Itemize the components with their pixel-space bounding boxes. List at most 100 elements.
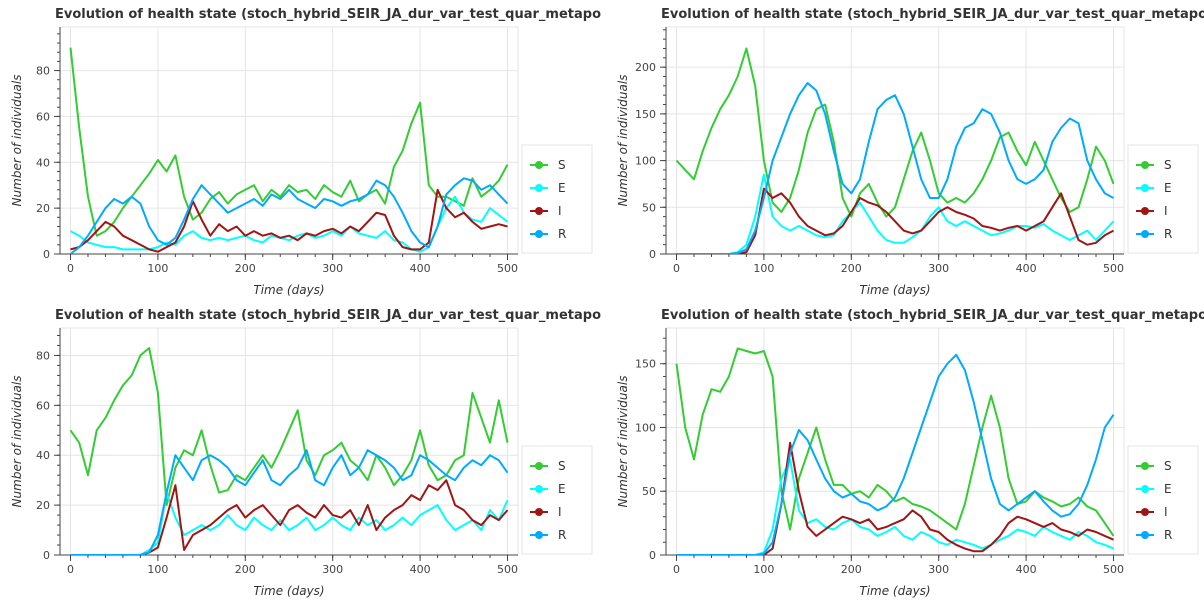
series-line-I [676, 441, 1114, 555]
series-line-I [676, 187, 1114, 254]
chart-title: Evolution of health state (stoch_hybrid_… [661, 308, 1204, 323]
x-tick-label: 200 [235, 563, 256, 576]
x-tick-label: 0 [67, 563, 74, 576]
legend-label: E [1164, 181, 1172, 195]
series-line-R [676, 82, 1114, 254]
y-tick-label: 60 [36, 399, 50, 412]
legend-label: S [558, 459, 566, 473]
y-tick-label: 20 [36, 499, 50, 512]
y-tick-label: 60 [36, 110, 50, 123]
x-tick-label: 100 [147, 563, 168, 576]
series-line-S [69, 47, 509, 237]
x-tick-label: 500 [1103, 262, 1124, 275]
x-axis-label: Time (days) [253, 283, 324, 297]
x-tick-label: 100 [147, 262, 168, 275]
legend-swatch-marker [1141, 531, 1149, 539]
y-axis-label: Number of individuals [616, 75, 630, 207]
x-tick-label: 300 [322, 563, 343, 576]
x-tick-label: 0 [673, 262, 680, 275]
legend: SEIR [521, 144, 593, 254]
y-tick-label: 40 [36, 156, 50, 169]
series-line-R [676, 353, 1115, 555]
y-axis-label: Number of individuals [10, 376, 24, 508]
legend-swatch-marker [535, 184, 543, 192]
y-tick-label: 100 [635, 421, 656, 434]
x-tick-label: 400 [1016, 262, 1037, 275]
legend-swatch-marker [535, 230, 543, 238]
y-tick-label: 50 [642, 485, 656, 498]
legend: SEIR [1127, 144, 1199, 254]
legend-swatch-marker [1141, 485, 1149, 493]
x-tick-label: 100 [753, 262, 774, 275]
legend-label: R [1164, 528, 1172, 542]
legend-box [521, 445, 593, 555]
legend-label: S [558, 158, 566, 172]
chart-panel-top-left: Evolution of health state (stoch_hybrid_… [0, 0, 602, 301]
y-tick-label: 20 [36, 202, 50, 215]
x-axis-label: Time (days) [859, 584, 930, 598]
y-tick-label: 40 [36, 449, 50, 462]
series-line-S [675, 347, 1115, 537]
chart-title: Evolution of health state (stoch_hybrid_… [661, 7, 1204, 22]
legend-swatch-marker [535, 462, 543, 470]
x-tick-label: 500 [497, 262, 518, 275]
chart-panel-bottom-right: Evolution of health state (stoch_hybrid_… [606, 301, 1204, 602]
y-tick-label: 0 [43, 549, 50, 562]
legend-swatch-marker [535, 207, 543, 215]
legend-box [1127, 445, 1199, 555]
chart-title: Evolution of health state (stoch_hybrid_… [55, 308, 602, 323]
y-tick-label: 150 [635, 108, 656, 121]
chart-panel-bottom-left: Evolution of health state (stoch_hybrid_… [0, 301, 602, 602]
x-tick-label: 200 [235, 262, 256, 275]
legend-swatch-marker [535, 531, 543, 539]
x-tick-label: 100 [753, 563, 774, 576]
y-tick-label: 80 [36, 349, 50, 362]
legend-label: S [1164, 459, 1172, 473]
x-axis-label: Time (days) [253, 584, 324, 598]
series-line-R [70, 449, 509, 555]
y-tick-label: 50 [642, 201, 656, 214]
y-tick-label: 200 [635, 61, 656, 74]
x-tick-label: 300 [928, 563, 949, 576]
y-tick-label: 0 [43, 248, 50, 261]
x-tick-label: 500 [497, 563, 518, 576]
legend-swatch-marker [1141, 184, 1149, 192]
x-tick-label: 400 [1016, 563, 1037, 576]
series-line-S [69, 347, 509, 507]
x-tick-label: 0 [673, 563, 680, 576]
legend-label: S [1164, 158, 1172, 172]
legend-swatch-marker [1141, 508, 1149, 516]
legend: SEIR [521, 445, 593, 555]
legend-label: I [1164, 204, 1168, 218]
chart-canvas: 0 100 200 300 400 500 0 20 40 60 80 Time (days) Numb… [10, 26, 593, 297]
x-tick-label: 300 [322, 262, 343, 275]
legend-label: E [1164, 482, 1172, 496]
legend-label: I [558, 204, 562, 218]
x-tick-label: 300 [928, 262, 949, 275]
legend-box [1127, 144, 1199, 254]
legend-label: R [558, 528, 566, 542]
legend-swatch-marker [1141, 207, 1149, 215]
legend-label: R [1164, 227, 1172, 241]
x-tick-label: 500 [1103, 563, 1124, 576]
series-line-I [70, 188, 508, 253]
legend-label: I [1164, 505, 1168, 519]
plot-area [59, 327, 519, 556]
series-line-R [69, 177, 509, 254]
legend-swatch-marker [535, 508, 543, 516]
y-tick-label: 80 [36, 65, 50, 78]
y-tick-label: 0 [649, 248, 656, 261]
x-tick-label: 400 [410, 262, 431, 275]
legend-swatch-marker [535, 485, 543, 493]
x-tick-label: 200 [841, 262, 862, 275]
x-tick-label: 0 [67, 262, 74, 275]
legend-swatch-marker [1141, 230, 1149, 238]
legend-box [521, 144, 593, 254]
legend: SEIR [1127, 445, 1199, 555]
legend-label: R [558, 227, 566, 241]
x-tick-label: 200 [841, 563, 862, 576]
plot-area [59, 26, 519, 255]
chart-panel-top-right: Evolution of health state (stoch_hybrid_… [606, 0, 1204, 301]
y-axis-label: Number of individuals [10, 75, 24, 207]
legend-label: E [558, 482, 566, 496]
